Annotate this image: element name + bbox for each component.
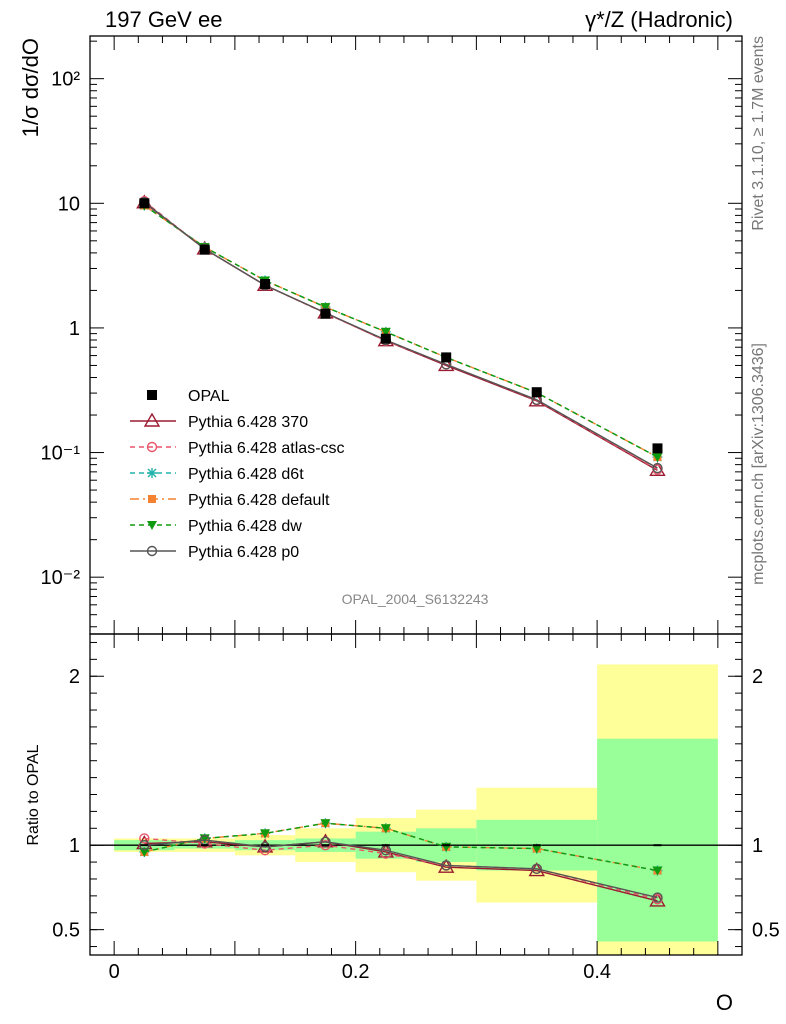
ratio-ytick-label-right-1: 1 [752, 835, 763, 857]
ratio-line-0 [144, 841, 658, 902]
legend-marker-5 [146, 545, 158, 557]
legend-marker-2 [147, 468, 157, 478]
top-point-4-4 [380, 327, 391, 337]
xtick-label-2: 0.4 [583, 961, 611, 983]
legend: OPAL Pythia 6.428 370 Pythia 6.428 atlas-c… [130, 388, 345, 561]
legend-label-5: Pythia 6.428 p0 [188, 544, 299, 561]
top-point-0-5 [437, 357, 455, 372]
top-ylabel: 1/σ dσ/dO [18, 38, 43, 137]
legend-label-1: Pythia 6.428 atlas-csc [188, 440, 345, 457]
opal-point-1 [199, 244, 210, 255]
ratio-point-5-7 [652, 892, 663, 903]
ratio-point-1-4 [380, 848, 392, 859]
rivet-version-text: Rivet 3.1.10, ≥ 1.7M events [750, 36, 767, 231]
green-band-7 [597, 738, 718, 942]
x-axis-title: O [716, 990, 733, 1015]
top-ytick-label-2: 1 [69, 318, 80, 340]
opal-point-2 [260, 279, 271, 290]
ratio-point-1-3 [320, 839, 331, 851]
top-point-0-6 [528, 392, 545, 407]
xtick-label-0: 0 [109, 961, 120, 983]
ratio-point-1-0 [139, 833, 150, 844]
top-ytick-label-3: 10 [58, 193, 80, 215]
legend-label-3: Pythia 6.428 default [188, 492, 330, 509]
ratio-ytick-label-left-0: 0.5 [52, 920, 80, 942]
legend-label-0: Pythia 6.428 370 [188, 414, 308, 431]
top-ytick-label-1: 10⁻¹ [41, 443, 81, 465]
ratio-ytick-label-left-2: 2 [69, 666, 80, 688]
opal-point-0 [139, 198, 150, 209]
top-ytick-label-0: 10⁻² [41, 567, 81, 589]
top-ytick-label-4: 10² [51, 69, 80, 91]
ratio-ytick-label-left-1: 1 [69, 835, 80, 857]
ratio-point-5-5 [440, 860, 452, 871]
top-line-4 [143, 204, 658, 458]
opal-point-7 [652, 443, 663, 454]
opal-point-5 [441, 352, 452, 363]
opal-point-4 [380, 333, 391, 344]
legend-label-2: Pythia 6.428 d6t [188, 466, 304, 483]
analysis-reference-label: OPAL_2004_S6132243 [342, 591, 489, 607]
ratio-point-4-6 [531, 844, 542, 854]
opal-data-points [139, 198, 663, 454]
ratio-ytick-label-right-2: 2 [752, 666, 763, 688]
ratio-point-5-3 [320, 836, 331, 848]
top-point-0-7 [649, 461, 666, 477]
ratio-point-5-6 [531, 863, 542, 875]
ratio-point-4-4 [380, 824, 391, 834]
legend-marker-3 [148, 495, 156, 503]
legend-marker-1 [146, 441, 158, 453]
top-line-5 [143, 201, 658, 469]
ratio-ylabel: Ratio to OPAL [25, 744, 42, 845]
xtick-label-1: 0.2 [342, 961, 370, 983]
ratio-point-5-0 [139, 839, 150, 851]
ratio-plot [136, 818, 666, 907]
ratio-line-5 [144, 839, 658, 899]
opal-point-6 [531, 387, 542, 398]
ratio-point-5-2 [259, 841, 271, 853]
top-point-4-3 [320, 303, 331, 313]
title-right: γ*/Z (Hadronic) [585, 7, 733, 32]
top-point-5-7 [652, 462, 663, 474]
ratio-point-4-7 [652, 866, 663, 876]
title-left: 197 GeV ee [105, 7, 222, 32]
axes: 10⁻² 10⁻¹ 1 10 10² 0.5 0.5 1 1 2 2 0 0.2 0.4 [41, 35, 780, 983]
ratio-point-4-0 [139, 847, 150, 857]
legend-label-opal: OPAL [188, 388, 230, 405]
ratio-line-4 [144, 822, 658, 872]
legend-marker-4 [147, 521, 157, 530]
top-point-4-7 [652, 453, 663, 463]
mcplots-reference-text: mcplots.cern.ch [arXiv:1306.3436] [750, 343, 767, 585]
ratio-point-4-3 [320, 819, 331, 829]
ratio-point-4-2 [260, 829, 271, 839]
ratio-ytick-label-right-0: 0.5 [752, 920, 780, 942]
legend-marker-0 [143, 412, 161, 427]
legend-marker-opal [147, 390, 157, 400]
opal-point-3 [320, 308, 331, 319]
legend-label-4: Pythia 6.428 dw [188, 518, 302, 535]
top-plot [136, 194, 666, 477]
